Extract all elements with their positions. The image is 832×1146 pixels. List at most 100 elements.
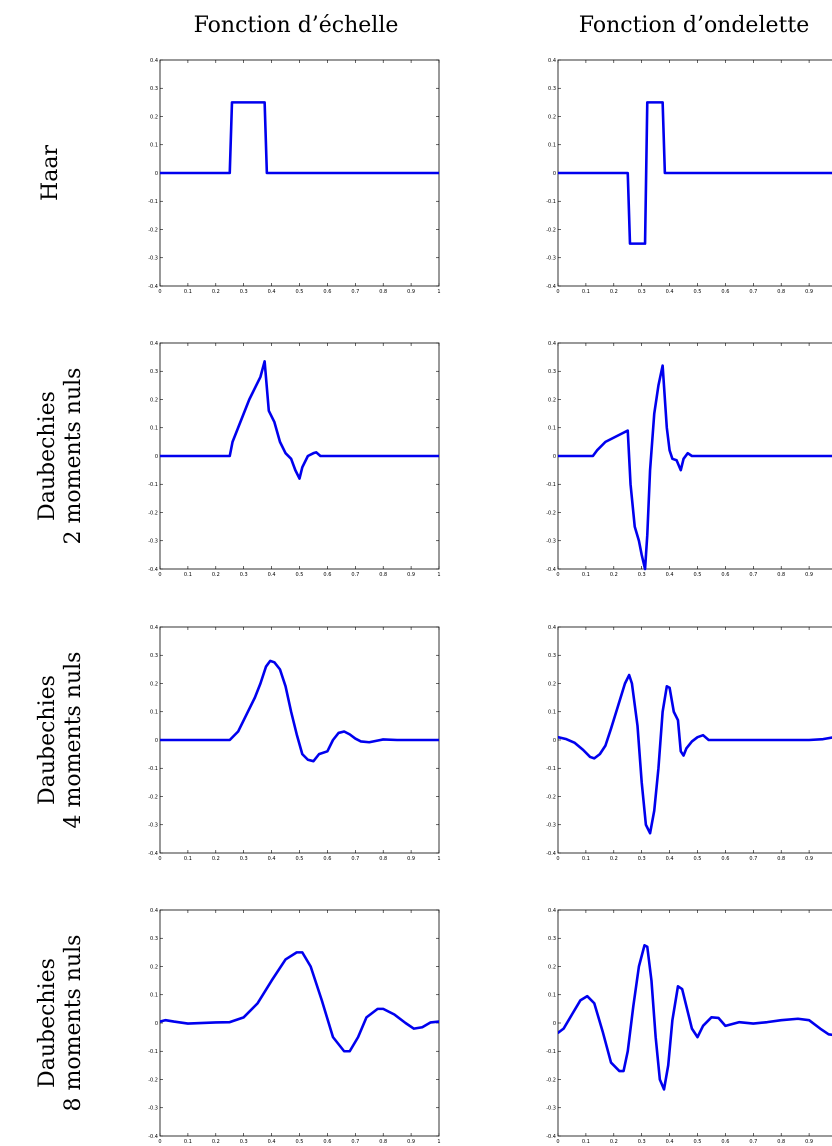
x-tick-label: 1: [437, 572, 440, 578]
x-tick-label: 0.2: [610, 1139, 618, 1145]
x-tick-label: 0.4: [666, 856, 674, 862]
y-tick-label: -0.4: [148, 284, 158, 290]
y-tick-label: 0.3: [548, 653, 556, 659]
x-tick-label: 0.2: [212, 289, 220, 295]
column-title-wavelet: Fonction d’ondelette: [579, 13, 809, 38]
series-line: [160, 101, 439, 175]
panel-r0-c1: 0 0.1 0.2 0.3 0.4 0.5 0.6 0.7 0.8 0.9 0.4 0.3 0.2 0.1…: [546, 58, 832, 295]
x-tick-label: 0.9: [407, 856, 415, 862]
panel-r2-c0: 0 0.1 0.2 0.3 0.4 0.5 0.6 0.7 0.8 0.9 1 0.4 0.3 0.2 0.…: [148, 625, 440, 862]
x-tick-label: 0.9: [407, 1139, 415, 1145]
y-tick-label: -0.2: [546, 794, 556, 800]
x-tick-label: 0.3: [240, 289, 248, 295]
x-tick-label: 0: [556, 572, 559, 578]
y-tick-label: 0.2: [150, 114, 158, 120]
x-tick-label: 1: [437, 1139, 440, 1145]
column-title-scaling: Fonction d’échelle: [194, 13, 399, 38]
series-line: [160, 951, 439, 1053]
y-tick-label: -0.3: [148, 823, 158, 829]
x-tick-label: 0.6: [323, 1139, 331, 1145]
panel-r3-c0: 0 0.1 0.2 0.3 0.4 0.5 0.6 0.7 0.8 0.9 1 0.4 0.3 0.2 0.…: [148, 908, 440, 1145]
x-tick-label: 0.6: [721, 289, 729, 295]
x-tick-label: 0.6: [323, 572, 331, 578]
y-tick-label: 0.2: [548, 681, 556, 687]
x-tick-label: 0.5: [296, 1139, 304, 1145]
series-line: [160, 360, 439, 480]
y-tick-label: 0.4: [150, 908, 158, 914]
y-tick-label: -0.3: [148, 1106, 158, 1112]
x-tick-label: 0.8: [379, 289, 387, 295]
y-tick-label: 0.1: [150, 143, 158, 149]
y-tick-label: 0: [155, 1021, 158, 1027]
x-tick-label: 0.5: [296, 289, 304, 295]
y-tick-label: -0.4: [546, 567, 556, 573]
x-tick-label: 0.5: [694, 289, 702, 295]
y-tick-label: -0.1: [546, 1049, 556, 1055]
y-tick-label: -0.4: [546, 1134, 556, 1140]
y-tick-label: -0.3: [148, 256, 158, 262]
x-tick-label: 0: [158, 1139, 161, 1145]
x-tick-label: 0.3: [240, 572, 248, 578]
series-line: [558, 673, 832, 835]
row-label-2: Daubechies4 moments nuls: [35, 652, 86, 829]
y-tick-label: 0.4: [548, 908, 556, 914]
y-tick-label: -0.1: [546, 199, 556, 205]
x-tick-label: 0.4: [666, 289, 674, 295]
y-tick-label: -0.2: [148, 227, 158, 233]
x-tick-label: 0.9: [805, 572, 813, 578]
x-tick-label: 0.1: [184, 289, 192, 295]
x-tick-label: 0.5: [694, 572, 702, 578]
x-tick-label: 0: [556, 856, 559, 862]
y-tick-label: -0.4: [148, 567, 158, 573]
y-tick-label: 0.4: [150, 625, 158, 631]
x-tick-label: 0.2: [610, 289, 618, 295]
x-tick-label: 0.5: [694, 856, 702, 862]
y-tick-label: -0.2: [148, 1077, 158, 1083]
panels: 0 0.1 0.2 0.3 0.4 0.5 0.6 0.7 0.8 0.9 1 0.4 0.3 0.2 0.…: [148, 58, 832, 1145]
x-tick-label: 0.4: [268, 856, 276, 862]
x-tick-label: 0.1: [582, 572, 590, 578]
y-tick-label: 0.1: [548, 143, 556, 149]
y-tick-label: 0: [553, 1021, 556, 1027]
x-tick-label: 0.5: [694, 1139, 702, 1145]
y-tick-label: -0.1: [546, 482, 556, 488]
x-tick-label: 0.7: [351, 856, 359, 862]
y-tick-label: 0.3: [150, 86, 158, 92]
x-tick-label: 0.7: [351, 572, 359, 578]
series-line: [558, 944, 832, 1091]
x-tick-label: 0.3: [240, 856, 248, 862]
y-tick-label: 0: [553, 738, 556, 744]
row-label-3: Daubechies8 moments nuls: [35, 935, 86, 1112]
y-tick-label: -0.4: [148, 1134, 158, 1140]
x-tick-label: 0.3: [638, 572, 646, 578]
x-tick-label: 0.3: [240, 1139, 248, 1145]
y-tick-label: -0.2: [546, 510, 556, 516]
y-tick-label: 0.4: [548, 58, 556, 64]
x-tick-label: 0.2: [610, 856, 618, 862]
x-tick-label: 0.7: [749, 572, 757, 578]
x-tick-label: 0.9: [805, 856, 813, 862]
x-tick-label: 0.7: [749, 856, 757, 862]
y-tick-label: 0.2: [548, 964, 556, 970]
y-tick-label: 0.2: [548, 397, 556, 403]
y-tick-label: -0.3: [546, 256, 556, 262]
x-tick-label: 0.6: [323, 856, 331, 862]
y-tick-label: -0.3: [148, 539, 158, 545]
x-tick-label: 0.4: [666, 572, 674, 578]
x-tick-label: 0.1: [582, 289, 590, 295]
y-tick-label: -0.2: [148, 510, 158, 516]
y-tick-label: 0.1: [548, 993, 556, 999]
y-tick-label: 0.1: [150, 710, 158, 716]
y-tick-label: 0.3: [548, 369, 556, 375]
series-line: [160, 659, 439, 763]
x-tick-label: 0.4: [268, 572, 276, 578]
y-tick-label: -0.1: [148, 482, 158, 488]
x-tick-label: 0.6: [721, 1139, 729, 1145]
x-tick-label: 0.5: [296, 572, 304, 578]
x-tick-label: 0.1: [582, 1139, 590, 1145]
row-label-line: 2 moments nuls: [61, 368, 86, 545]
x-tick-label: 0.4: [666, 1139, 674, 1145]
y-tick-label: 0.3: [150, 369, 158, 375]
y-tick-label: -0.4: [148, 851, 158, 857]
